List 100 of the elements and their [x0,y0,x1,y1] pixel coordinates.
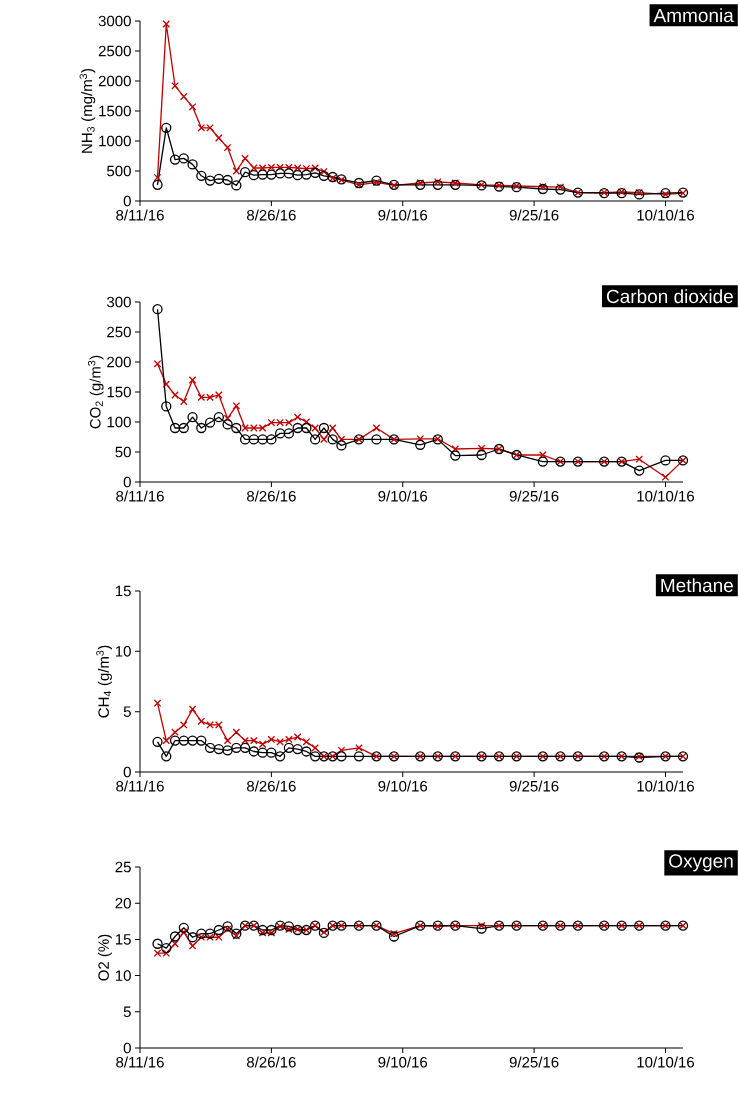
y-tick-label: 0 [123,766,131,778]
chart-title: Ammonia [653,8,734,23]
point [266,434,277,445]
y-tick-label: 1000 [99,135,131,147]
point [171,81,179,90]
point [188,705,197,714]
x-tick-label: 9/25/16 [509,490,559,502]
point [248,170,260,181]
point [161,401,172,412]
point [222,174,233,186]
point [162,736,171,745]
point [187,932,198,943]
point [153,699,162,708]
point [276,738,284,746]
point [257,169,268,180]
chart-title: Methane [661,578,733,593]
y-tick-label: 10 [115,646,131,657]
y-axis-title: O2 (%) [97,934,112,981]
point [266,747,277,758]
point [213,173,224,184]
point [476,923,487,934]
point [241,154,249,163]
point [257,747,268,758]
point [248,746,260,757]
point [187,159,198,170]
point [214,134,223,142]
point [204,417,216,428]
point [274,428,286,439]
point [161,751,172,762]
point [634,465,645,476]
point [152,736,163,747]
x-tick-label: 9/10/16 [378,1056,428,1068]
x-tick-label: 8/26/16 [247,490,296,502]
point [311,424,319,432]
point [451,445,460,453]
x-tick-label: 10/10/16 [637,490,695,502]
point [371,434,382,445]
point [179,92,188,101]
point [432,179,443,190]
x-tick-label: 9/25/16 [509,1056,559,1068]
point [318,422,330,434]
point [477,921,486,930]
point [301,169,312,180]
point [153,359,162,368]
point [537,456,549,467]
point [327,434,338,445]
point [179,721,188,729]
point [292,422,303,434]
point [196,735,207,746]
point [204,175,216,186]
x-tick-label: 9/10/16 [378,780,428,792]
point [162,20,171,28]
point [179,397,188,406]
point [171,939,179,948]
point [222,921,233,932]
point [222,745,233,756]
y-tick-label: 200 [107,356,131,368]
point [213,412,224,423]
point [231,422,242,434]
point [336,751,347,762]
point [661,473,670,482]
point [310,434,321,445]
y-tick-label: 150 [107,386,131,398]
y-tick-label: 2000 [98,75,131,87]
point [169,154,181,165]
point [355,744,363,752]
y-tick-label: 0 [123,476,131,488]
y-tick-label: 100 [107,416,131,428]
point [178,735,189,746]
x-tick-label: 8/11/16 [116,1056,164,1068]
point [293,733,302,741]
y-tick-label: 0 [123,1042,131,1054]
x-tick-label: 8/11/16 [116,209,164,221]
point [152,179,163,190]
point [231,742,242,754]
point [178,422,189,434]
point [162,380,171,389]
point [222,419,233,430]
point [292,743,303,755]
point [152,938,163,949]
point [320,435,328,444]
point [285,735,293,744]
point [169,422,181,434]
point [476,449,487,461]
chart-title: Oxygen [669,854,733,872]
point [258,740,267,749]
point [302,738,311,746]
point [196,422,207,434]
y-tick-label: 50 [115,446,131,458]
x-tick-label: 9/10/16 [378,490,428,502]
y-tick-label: 10 [115,970,131,981]
point [311,744,319,752]
x-tick-label: 8/11/16 [116,490,164,502]
point [248,434,260,445]
point [301,422,312,434]
point [214,391,223,399]
point [196,170,207,181]
y-tick-label: 1500 [99,105,131,117]
point [169,735,181,746]
point [152,304,163,315]
